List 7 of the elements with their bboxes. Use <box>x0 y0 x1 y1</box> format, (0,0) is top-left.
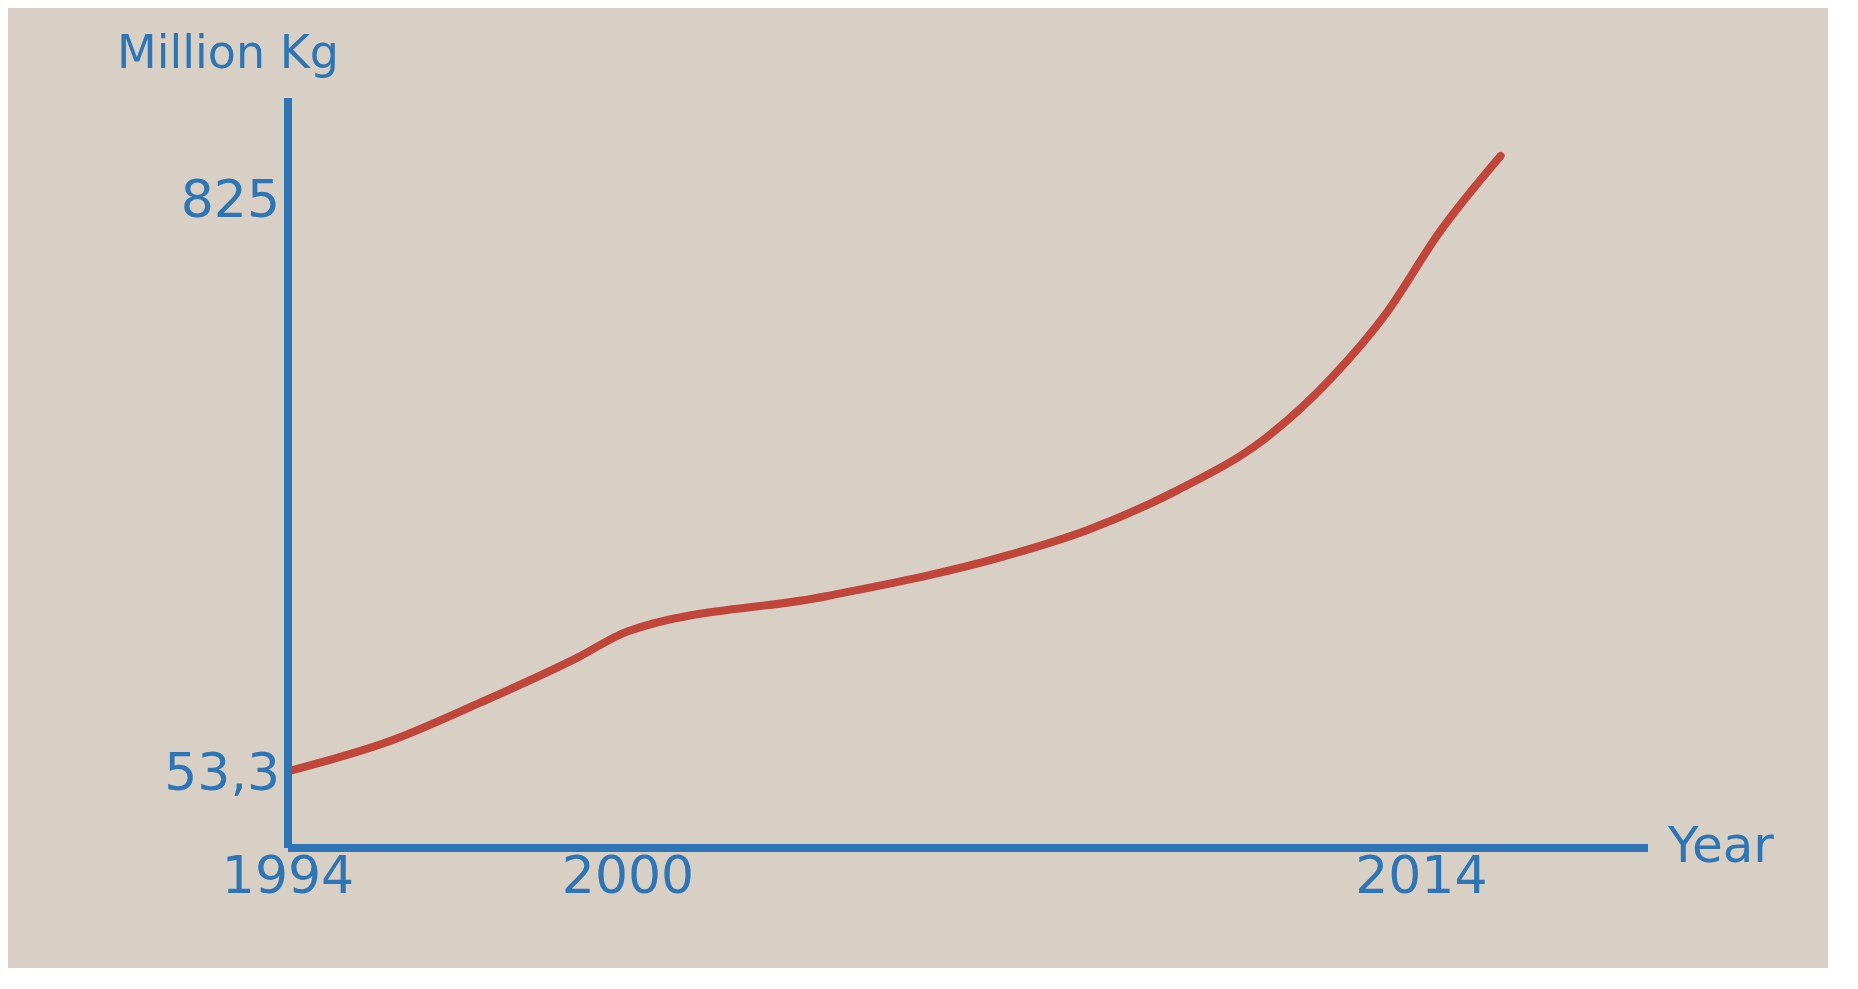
x-axis-title: Year <box>1667 816 1775 874</box>
x-tick-label: 1994 <box>221 844 355 905</box>
y-axis-title: Million Kg <box>116 25 340 79</box>
y-tick-label: 825 <box>180 168 280 229</box>
y-tick-label: 53,3 <box>164 741 280 802</box>
x-tick-label: 2000 <box>561 844 695 905</box>
x-tick-label: 2014 <box>1355 844 1488 905</box>
